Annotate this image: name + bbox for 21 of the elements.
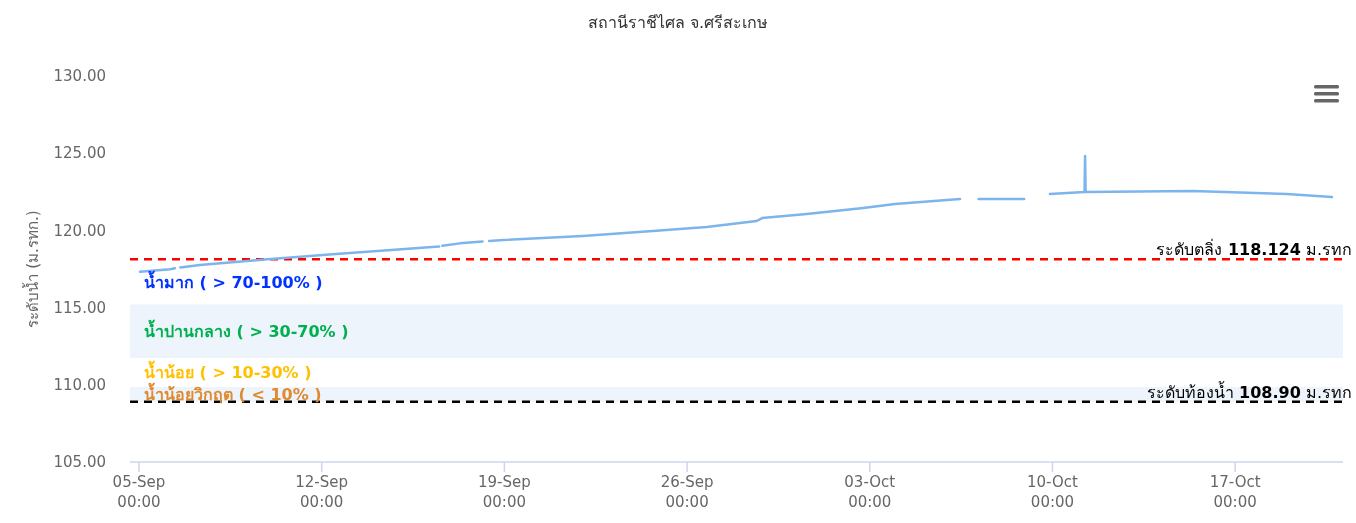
- y-tick-label: 110.00: [53, 376, 106, 395]
- ref-line-label: ระดับตลิ่ง 118.124 ม.รทก: [1156, 238, 1352, 260]
- annotation: น้ำน้อย ( > 10-30% ): [144, 360, 312, 383]
- y-tick-label: 115.00: [53, 298, 106, 317]
- y-tick-label: 125.00: [53, 144, 106, 163]
- x-tick-label: 19-Sep 00:00: [477, 473, 531, 511]
- x-tick-label: 26-Sep 00:00: [660, 473, 714, 511]
- annotation: น้ำมาก ( > 70-100% ): [144, 269, 323, 292]
- y-tick-label: 130.00: [53, 67, 106, 86]
- x-tick-label: 05-Sep 00:00: [112, 473, 166, 511]
- y-tick-label: 120.00: [53, 221, 106, 240]
- annotation: น้ำน้อยวิกฤต ( < 10% ): [144, 381, 322, 404]
- x-tick-label: 17-Oct 00:00: [1209, 473, 1261, 511]
- x-tick-label: 12-Sep 00:00: [295, 473, 349, 511]
- ref-line-label: ระดับท้องน้ำ 108.90 ม.รทก: [1146, 380, 1352, 402]
- chart-title: สถานีราชีไศล จ.ศรีสะเกษ: [587, 13, 769, 32]
- annotation: น้ำปานกลาง ( > 30-70% ): [144, 318, 349, 341]
- y-tick-label: 105.00: [53, 453, 106, 472]
- y-axis-title: ระดับน้ำ (ม.รทก.): [22, 210, 42, 328]
- x-tick-label: 03-Oct 00:00: [844, 473, 896, 511]
- x-tick-label: 10-Oct 00:00: [1027, 473, 1079, 511]
